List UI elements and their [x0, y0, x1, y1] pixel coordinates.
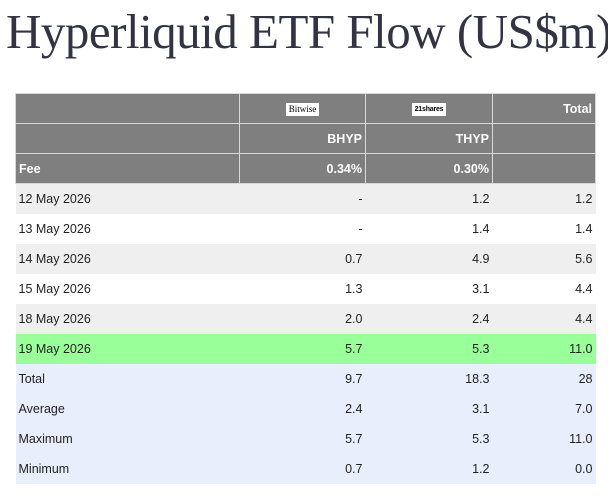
- fee-label: Fee: [15, 153, 240, 184]
- bhyp-flow-cell: 2.0: [239, 303, 366, 334]
- table-row: 19 May 2026 5.7 5.3 11.0: [15, 333, 596, 364]
- summary-bhyp-cell: 0.7: [239, 453, 366, 484]
- summary-total-cell: 7.0: [492, 393, 596, 424]
- date-cell: 15 May 2026: [15, 273, 240, 304]
- etf-flow-table: Bitwise 21shares Total BHYP THYP Fee 0.3…: [15, 93, 596, 484]
- summary-thyp-cell: 3.1: [365, 393, 493, 424]
- bhyp-flow-cell: 0.7: [239, 243, 366, 274]
- thyp-flow-cell: 1.2: [365, 183, 493, 214]
- summary-row: Total 9.7 18.3 28: [15, 363, 596, 394]
- bhyp-flow-cell: 1.3: [239, 273, 366, 304]
- fee-bhyp: 0.34%: [239, 153, 366, 184]
- 21shares-logo: 21shares: [411, 102, 447, 116]
- issuer-header-row: Bitwise 21shares Total: [15, 93, 596, 124]
- bhyp-flow-cell: -: [239, 213, 366, 244]
- summary-row: Minimum 0.7 1.2 0.0: [15, 453, 596, 484]
- summary-thyp-cell: 1.2: [365, 453, 493, 484]
- 21shares-logo-cell: 21shares: [365, 93, 493, 124]
- summary-bhyp-cell: 2.4: [239, 393, 366, 424]
- thyp-flow-cell: 5.3: [365, 333, 493, 364]
- summary-label: Average: [15, 393, 240, 424]
- thyp-flow-cell: 1.4: [365, 213, 493, 244]
- total-flow-cell: 1.2: [492, 183, 596, 214]
- header-blank-cell: [15, 93, 240, 124]
- header-blank-cell: [492, 153, 596, 184]
- summary-row: Average 2.4 3.1 7.0: [15, 393, 596, 424]
- page-title: Hyperliquid ETF Flow (US$m): [6, 4, 608, 59]
- fee-thyp: 0.30%: [365, 153, 493, 184]
- summary-bhyp-cell: 9.7: [239, 363, 366, 394]
- summary-total-cell: 0.0: [492, 453, 596, 484]
- summary-total-cell: 28: [492, 363, 596, 394]
- bhyp-flow-cell: -: [239, 183, 366, 214]
- ticker-header-row: BHYP THYP: [15, 123, 596, 154]
- ticker-thyp: THYP: [365, 123, 493, 154]
- thyp-flow-cell: 4.9: [365, 243, 493, 274]
- table-row: 18 May 2026 2.0 2.4 4.4: [15, 303, 596, 334]
- table-row: 15 May 2026 1.3 3.1 4.4: [15, 273, 596, 304]
- date-cell: 12 May 2026: [15, 183, 240, 214]
- fee-row: Fee 0.34% 0.30%: [15, 153, 596, 184]
- total-flow-cell: 5.6: [492, 243, 596, 274]
- total-flow-cell: 4.4: [492, 303, 596, 334]
- total-flow-cell: 1.4: [492, 213, 596, 244]
- summary-bhyp-cell: 5.7: [239, 423, 366, 454]
- summary-label: Minimum: [15, 453, 240, 484]
- date-cell: 19 May 2026: [15, 333, 240, 364]
- date-cell: 18 May 2026: [15, 303, 240, 334]
- thyp-flow-cell: 3.1: [365, 273, 493, 304]
- header-blank-cell: [492, 123, 596, 154]
- summary-row: Maximum 5.7 5.3 11.0: [15, 423, 596, 454]
- thyp-flow-cell: 2.4: [365, 303, 493, 334]
- date-cell: 13 May 2026: [15, 213, 240, 244]
- summary-label: Maximum: [15, 423, 240, 454]
- bhyp-flow-cell: 5.7: [239, 333, 366, 364]
- bitwise-logo-cell: Bitwise: [239, 93, 366, 124]
- date-cell: 14 May 2026: [15, 243, 240, 274]
- table-row: 13 May 2026-1.4 1.4: [15, 213, 596, 244]
- ticker-bhyp: BHYP: [239, 123, 366, 154]
- summary-thyp-cell: 5.3: [365, 423, 493, 454]
- total-flow-cell: 11.0: [492, 333, 596, 364]
- summary-label: Total: [15, 363, 240, 394]
- bitwise-logo: Bitwise: [285, 102, 320, 116]
- header-blank-cell: [15, 123, 240, 154]
- summary-thyp-cell: 18.3: [365, 363, 493, 394]
- table-row: 12 May 2026-1.2 1.2: [15, 183, 596, 214]
- summary-total-cell: 11.0: [492, 423, 596, 454]
- table-row: 14 May 2026 0.7 4.9 5.6: [15, 243, 596, 274]
- total-flow-cell: 4.4: [492, 273, 596, 304]
- total-header: Total: [492, 93, 596, 124]
